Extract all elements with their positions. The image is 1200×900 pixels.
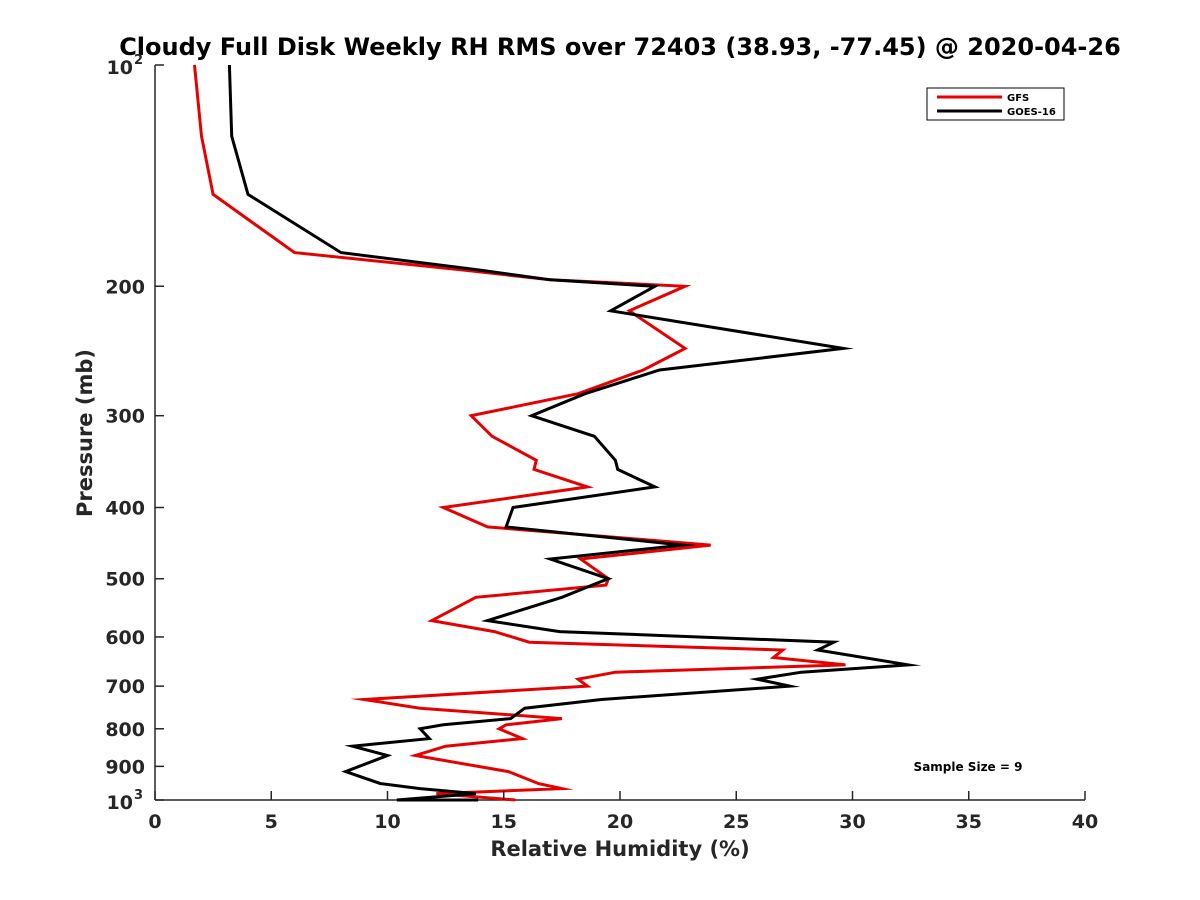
- sample-size-annotation: Sample Size = 9: [914, 760, 1023, 774]
- y-tick-label: 600: [105, 627, 145, 649]
- x-tick-label: 30: [839, 811, 865, 833]
- y-tick-label: 10: [107, 792, 133, 814]
- x-tick-label: 25: [723, 811, 749, 833]
- y-tick-label: 700: [105, 676, 145, 698]
- y-tick-label: 500: [105, 569, 145, 591]
- y-tick-label: 10: [107, 57, 133, 79]
- x-ticks: 0 5 10 15 20 25 30 35 40: [148, 791, 1098, 833]
- legend: GFS GOES-16: [926, 87, 1065, 121]
- legend-label: GFS: [1007, 93, 1029, 104]
- x-tick-label: 15: [491, 811, 517, 833]
- y-tick-label: 900: [105, 756, 145, 778]
- x-tick-label: 20: [607, 811, 633, 833]
- x-axis-label: Relative Humidity (%): [490, 837, 749, 861]
- x-tick-label: 40: [1072, 811, 1098, 833]
- x-tick-label: 5: [265, 811, 278, 833]
- y-tick-exponent: 3: [134, 788, 143, 803]
- y-axis-label: Pressure (mb): [73, 349, 97, 517]
- chart-title: Cloudy Full Disk Weekly RH RMS over 7240…: [119, 33, 1121, 61]
- x-tick-label: 10: [374, 811, 400, 833]
- y-tick-exponent: 2: [134, 53, 143, 68]
- y-tick-label: 400: [105, 498, 145, 520]
- series-layer: [193, 64, 922, 802]
- y-tick-label: 300: [105, 406, 145, 428]
- legend-label: GOES-16: [1007, 107, 1056, 118]
- x-tick-label: 35: [956, 811, 982, 833]
- x-tick-label: 0: [148, 811, 161, 833]
- y-tick-label: 200: [105, 276, 145, 298]
- series-line-goes-16: [227, 64, 922, 802]
- series-line-gfs: [193, 64, 846, 802]
- legend-entries: GFS GOES-16: [937, 93, 1056, 118]
- legend-box: [926, 87, 1065, 121]
- y-tick-label: 800: [105, 719, 145, 741]
